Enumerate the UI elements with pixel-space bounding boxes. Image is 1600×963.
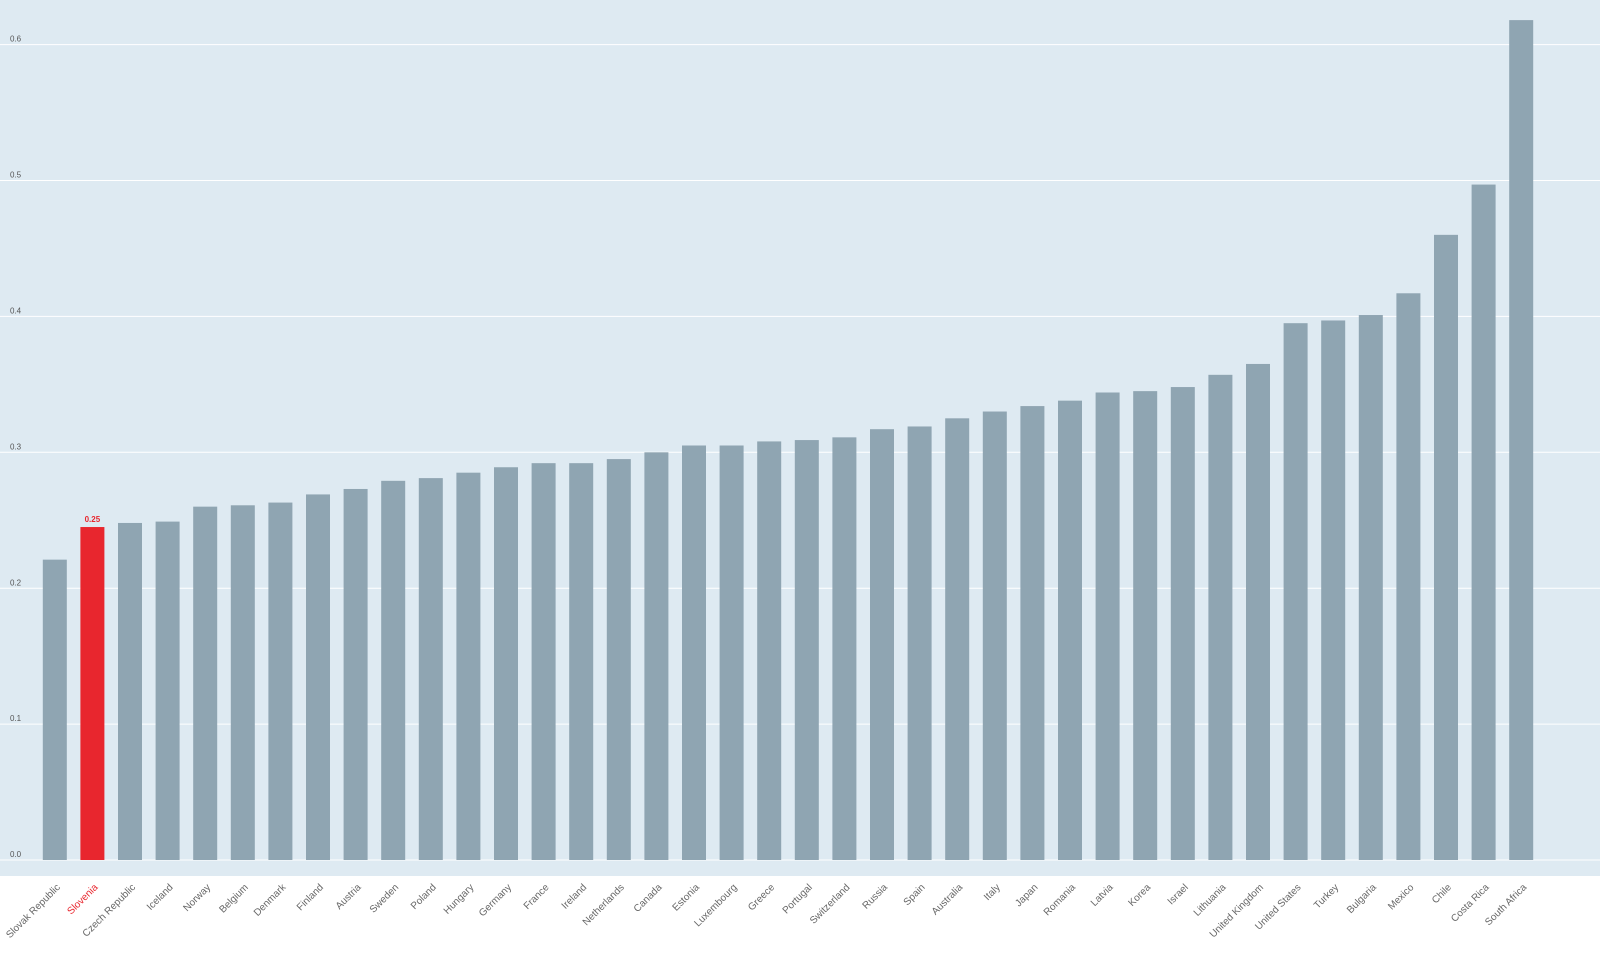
x-tick-label: Latvia (1089, 882, 1116, 909)
bar (907, 426, 932, 860)
y-tick-label: 0.5 (10, 171, 22, 180)
x-tick-label: Slovenia (65, 882, 100, 917)
bar (719, 445, 744, 860)
y-tick-label: 0.6 (10, 35, 22, 44)
bar (1170, 387, 1195, 860)
bar (870, 429, 894, 860)
y-tick-label: 0.4 (10, 306, 22, 315)
bar (381, 480, 406, 860)
x-tick-label: Bulgaria (1345, 882, 1379, 916)
value-label: 0.25 (85, 515, 101, 524)
x-tick-label: Slovak Republic (4, 882, 62, 940)
bar (1471, 184, 1496, 861)
bar (1058, 400, 1082, 860)
bar (1246, 363, 1270, 860)
x-tick-label: Iceland (145, 882, 176, 913)
bar (832, 437, 857, 860)
bar (644, 452, 669, 860)
x-tick-label: Spain (902, 882, 928, 908)
bar (193, 506, 218, 860)
x-tick-label: Romania (1042, 882, 1078, 918)
bar (794, 440, 819, 860)
bar (982, 411, 1007, 860)
x-tick-label: Greece (746, 882, 777, 913)
x-tick-label: Turkey (1312, 882, 1341, 911)
bar (418, 478, 443, 860)
bar (343, 488, 368, 860)
bar (757, 441, 782, 860)
bar (1321, 320, 1346, 860)
x-tick-label: Denmark (252, 882, 289, 919)
bar (569, 463, 594, 860)
bar (230, 505, 255, 860)
bar (1396, 293, 1421, 860)
bar (531, 463, 556, 860)
x-tick-label: Chile (1430, 882, 1454, 906)
x-tick-label: Austria (334, 882, 364, 912)
x-tick-label: Finland (295, 882, 326, 913)
bar (682, 445, 706, 860)
bar (1133, 391, 1158, 860)
x-tick-label: Germany (477, 882, 514, 919)
bar (945, 418, 970, 860)
y-tick-label: 0.1 (10, 714, 22, 723)
x-tick-label: Portugal (781, 882, 815, 916)
bar (1208, 374, 1233, 860)
x-tick-label: Sweden (368, 882, 401, 915)
bar (1095, 392, 1120, 860)
y-tick-label: 0.3 (10, 442, 22, 451)
y-tick-label: 0.2 (10, 578, 22, 587)
x-tick-label: Belgium (217, 882, 250, 915)
x-tick-label: Israel (1166, 882, 1191, 907)
bar (606, 459, 631, 860)
x-tick-label: Hungary (442, 882, 477, 917)
bar (80, 527, 105, 860)
x-tick-label: Estonia (671, 882, 703, 914)
x-tick-label: Poland (409, 882, 439, 912)
bar (1434, 234, 1458, 860)
x-tick-label: Switzerland (808, 882, 852, 926)
bar (306, 494, 330, 860)
x-tick-label: Australia (930, 882, 966, 918)
x-tick-label: Canada (632, 882, 665, 915)
bar (268, 502, 293, 860)
bar (1358, 315, 1383, 861)
x-tick-label: Ireland (560, 882, 589, 911)
x-tick-label: Japan (1013, 882, 1040, 909)
x-tick-label: Lithuania (1192, 882, 1229, 919)
bar (42, 559, 67, 860)
bar (456, 472, 481, 860)
x-tick-label: France (522, 882, 552, 912)
bar (1020, 406, 1045, 860)
bar (1509, 20, 1534, 861)
bar (494, 467, 518, 860)
y-tick-label: 0.0 (10, 850, 22, 859)
bar (155, 521, 180, 860)
bar (118, 522, 142, 860)
bar (1283, 323, 1308, 860)
x-tick-label: Korea (1127, 882, 1154, 909)
x-tick-label: Mexico (1386, 882, 1416, 912)
x-tick-label: Italy (982, 882, 1003, 903)
x-tick-label: Norway (181, 882, 213, 914)
x-tick-label: Russia (861, 882, 891, 912)
